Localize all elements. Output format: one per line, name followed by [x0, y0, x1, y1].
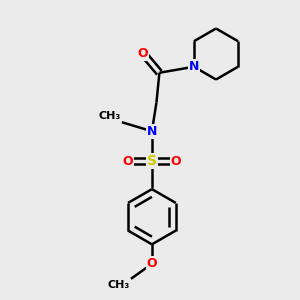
Text: S: S — [147, 154, 157, 168]
Text: O: O — [138, 47, 148, 60]
Text: N: N — [189, 60, 199, 73]
Text: CH₃: CH₃ — [107, 280, 129, 290]
Text: O: O — [171, 155, 181, 168]
Text: O: O — [147, 257, 157, 270]
Text: O: O — [123, 155, 133, 168]
Text: N: N — [147, 125, 157, 138]
Text: CH₃: CH₃ — [98, 111, 120, 121]
